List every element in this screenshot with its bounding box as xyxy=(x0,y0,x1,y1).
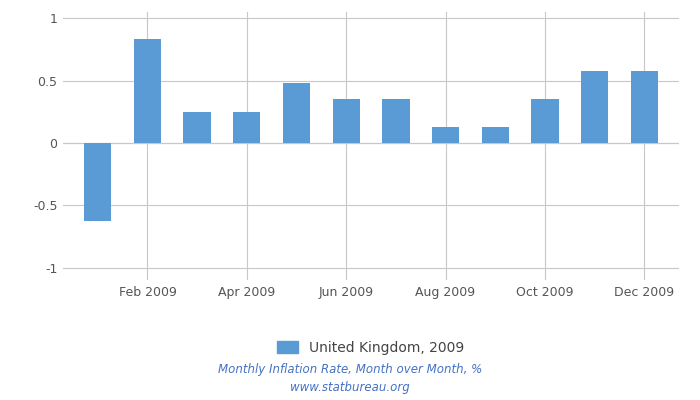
Bar xyxy=(283,83,310,143)
Bar xyxy=(233,112,260,143)
Legend: United Kingdom, 2009: United Kingdom, 2009 xyxy=(272,335,470,360)
Text: www.statbureau.org: www.statbureau.org xyxy=(290,382,410,394)
Bar xyxy=(581,70,608,143)
Bar xyxy=(531,99,559,143)
Bar xyxy=(432,127,459,143)
Bar xyxy=(183,112,211,143)
Bar xyxy=(382,99,410,143)
Bar xyxy=(84,143,111,222)
Bar xyxy=(332,99,360,143)
Bar xyxy=(134,40,161,143)
Text: Monthly Inflation Rate, Month over Month, %: Monthly Inflation Rate, Month over Month… xyxy=(218,364,482,376)
Bar xyxy=(631,70,658,143)
Bar xyxy=(482,127,509,143)
